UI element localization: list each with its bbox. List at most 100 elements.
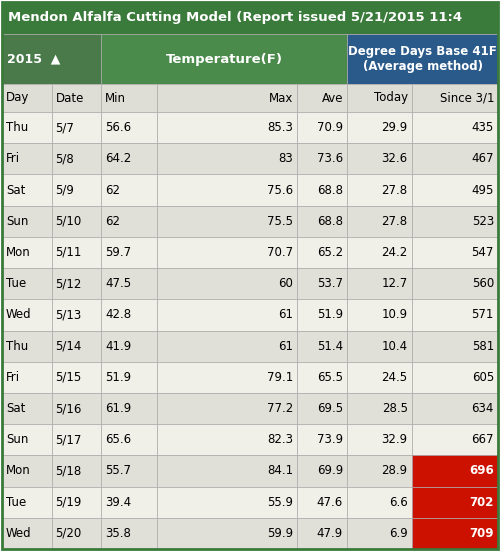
Text: 79.1: 79.1 — [267, 371, 293, 384]
Text: 5/20: 5/20 — [56, 527, 82, 540]
Text: 68.8: 68.8 — [317, 183, 343, 197]
Text: Degree Days Base 41F
(Average method): Degree Days Base 41F (Average method) — [348, 45, 497, 73]
Bar — [347, 518, 412, 549]
Text: 5/12: 5/12 — [56, 277, 82, 290]
Text: 6.9: 6.9 — [389, 527, 407, 540]
Bar — [412, 393, 498, 424]
Bar — [52, 331, 101, 361]
Text: 61: 61 — [278, 339, 293, 353]
Bar — [2, 2, 498, 34]
Text: 5/18: 5/18 — [56, 464, 82, 478]
Bar — [298, 206, 347, 237]
Text: Max: Max — [269, 91, 293, 105]
Text: 435: 435 — [472, 121, 494, 134]
Text: 51.4: 51.4 — [317, 339, 343, 353]
Bar — [2, 143, 51, 175]
Bar — [158, 237, 298, 268]
Bar — [52, 424, 101, 455]
Text: Day: Day — [6, 91, 30, 105]
Text: 65.5: 65.5 — [317, 371, 343, 384]
Text: 605: 605 — [472, 371, 494, 384]
Bar — [101, 361, 158, 393]
Bar — [52, 518, 101, 549]
Bar — [2, 175, 51, 206]
Text: Tue: Tue — [6, 277, 26, 290]
Text: 68.8: 68.8 — [317, 215, 343, 228]
Bar — [101, 331, 158, 361]
Text: 47.5: 47.5 — [105, 277, 132, 290]
Bar — [298, 455, 347, 487]
Bar — [101, 143, 158, 175]
Bar — [101, 175, 158, 206]
Text: 5/16: 5/16 — [56, 402, 82, 415]
Text: 70.7: 70.7 — [268, 246, 293, 259]
Bar — [101, 487, 158, 518]
Bar — [52, 268, 101, 299]
Text: Since 3/1: Since 3/1 — [440, 91, 494, 105]
Bar — [347, 393, 412, 424]
Bar — [52, 84, 101, 112]
Bar — [2, 455, 51, 487]
Bar — [158, 393, 298, 424]
Text: 5/7: 5/7 — [56, 121, 74, 134]
Text: Mon: Mon — [6, 246, 31, 259]
Bar — [158, 175, 298, 206]
Bar — [298, 331, 347, 361]
Bar — [412, 424, 498, 455]
Bar — [101, 268, 158, 299]
Bar — [52, 237, 101, 268]
Bar — [158, 206, 298, 237]
Bar — [412, 206, 498, 237]
Bar — [347, 175, 412, 206]
Bar — [2, 393, 51, 424]
Text: 41.9: 41.9 — [105, 339, 132, 353]
Bar — [412, 143, 498, 175]
Text: Temperature(F): Temperature(F) — [166, 52, 282, 66]
Text: 28.5: 28.5 — [382, 402, 407, 415]
Bar — [347, 299, 412, 331]
Text: Min: Min — [105, 91, 126, 105]
Bar — [347, 34, 498, 84]
Text: 547: 547 — [472, 246, 494, 259]
Text: 5/11: 5/11 — [56, 246, 82, 259]
Text: 59.9: 59.9 — [268, 527, 293, 540]
Text: 667: 667 — [472, 433, 494, 446]
Bar — [101, 455, 158, 487]
Bar — [412, 268, 498, 299]
Bar — [2, 206, 51, 237]
Text: 702: 702 — [470, 496, 494, 509]
Text: 84.1: 84.1 — [268, 464, 293, 478]
Bar — [2, 299, 51, 331]
Bar — [158, 424, 298, 455]
Bar — [101, 112, 158, 143]
Text: 73.9: 73.9 — [317, 433, 343, 446]
Text: 29.9: 29.9 — [382, 121, 407, 134]
Bar — [2, 487, 51, 518]
Text: 467: 467 — [472, 152, 494, 165]
Bar — [158, 112, 298, 143]
Bar — [298, 393, 347, 424]
Bar — [2, 518, 51, 549]
Bar — [52, 299, 101, 331]
Bar — [347, 455, 412, 487]
Text: Sat: Sat — [6, 183, 25, 197]
Text: 32.6: 32.6 — [382, 152, 407, 165]
Text: 77.2: 77.2 — [267, 402, 293, 415]
Bar — [412, 455, 498, 487]
Text: 69.5: 69.5 — [317, 402, 343, 415]
Bar — [298, 518, 347, 549]
Bar — [52, 487, 101, 518]
Text: Date: Date — [56, 91, 84, 105]
Bar — [101, 237, 158, 268]
Text: 12.7: 12.7 — [382, 277, 407, 290]
Bar — [158, 299, 298, 331]
Text: Thu: Thu — [6, 121, 28, 134]
Bar — [298, 487, 347, 518]
Bar — [101, 34, 347, 84]
Text: 59.7: 59.7 — [105, 246, 132, 259]
Bar — [158, 268, 298, 299]
Text: 495: 495 — [472, 183, 494, 197]
Text: 32.9: 32.9 — [382, 433, 407, 446]
Bar — [52, 393, 101, 424]
Text: 523: 523 — [472, 215, 494, 228]
